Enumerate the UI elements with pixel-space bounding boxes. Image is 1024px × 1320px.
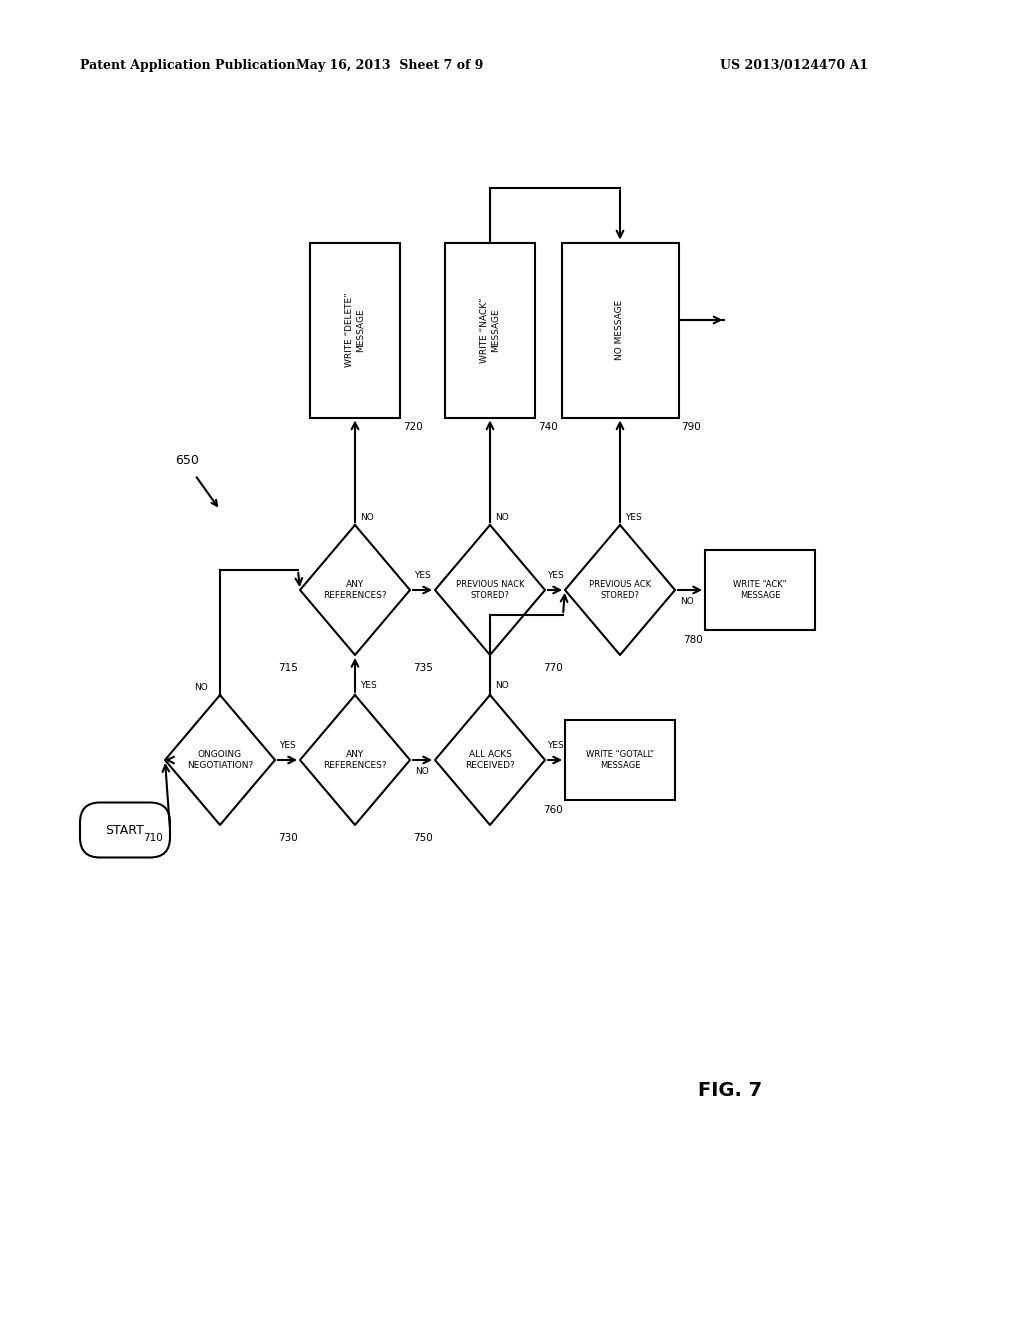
Text: START: START <box>105 824 144 837</box>
Text: YES: YES <box>360 681 377 689</box>
Text: PREVIOUS ACK
STORED?: PREVIOUS ACK STORED? <box>589 581 651 599</box>
Text: ANY
REFERENCES?: ANY REFERENCES? <box>324 581 387 599</box>
Bar <box>705 550 815 630</box>
Text: 740: 740 <box>538 422 558 433</box>
Text: YES: YES <box>547 570 563 579</box>
Bar <box>561 243 679 417</box>
Text: Patent Application Publication: Patent Application Publication <box>80 58 296 71</box>
Text: ALL ACKS
RECEIVED?: ALL ACKS RECEIVED? <box>465 750 515 770</box>
Text: 715: 715 <box>279 663 298 673</box>
Text: YES: YES <box>625 512 642 521</box>
Text: 790: 790 <box>682 422 701 433</box>
Text: 720: 720 <box>403 422 423 433</box>
Text: WRITE “ACK”
MESSAGE: WRITE “ACK” MESSAGE <box>733 581 786 599</box>
Text: US 2013/0124470 A1: US 2013/0124470 A1 <box>720 58 868 71</box>
Text: YES: YES <box>414 570 430 579</box>
Text: NO MESSAGE: NO MESSAGE <box>615 300 625 360</box>
Bar <box>310 243 400 417</box>
Text: WRITE “NACK”
MESSAGE: WRITE “NACK” MESSAGE <box>480 297 500 363</box>
Text: 780: 780 <box>683 635 703 645</box>
Text: YES: YES <box>279 741 295 750</box>
Text: 710: 710 <box>143 833 163 843</box>
Text: ANY
REFERENCES?: ANY REFERENCES? <box>324 750 387 770</box>
Bar <box>445 243 535 417</box>
Text: NO: NO <box>415 767 429 776</box>
Text: May 16, 2013  Sheet 7 of 9: May 16, 2013 Sheet 7 of 9 <box>296 58 483 71</box>
Text: NO: NO <box>495 512 509 521</box>
Text: 760: 760 <box>544 805 563 814</box>
Text: NO: NO <box>360 512 374 521</box>
Text: ONGOING
NEGOTIATION?: ONGOING NEGOTIATION? <box>186 750 253 770</box>
Text: NO: NO <box>195 682 208 692</box>
Text: WRITE “DELETE”
MESSAGE: WRITE “DELETE” MESSAGE <box>345 293 365 367</box>
Text: 730: 730 <box>279 833 298 843</box>
Text: 770: 770 <box>544 663 563 673</box>
Text: 650: 650 <box>175 454 199 466</box>
Text: 735: 735 <box>413 663 433 673</box>
Text: NO: NO <box>680 598 693 606</box>
Text: NO: NO <box>495 681 509 689</box>
Text: YES: YES <box>547 741 563 750</box>
Text: 750: 750 <box>414 833 433 843</box>
Text: WRITE “GOTALL”
MESSAGE: WRITE “GOTALL” MESSAGE <box>586 750 654 770</box>
Bar <box>565 719 675 800</box>
Text: PREVIOUS NACK
STORED?: PREVIOUS NACK STORED? <box>456 581 524 599</box>
Text: FIG. 7: FIG. 7 <box>698 1081 762 1100</box>
